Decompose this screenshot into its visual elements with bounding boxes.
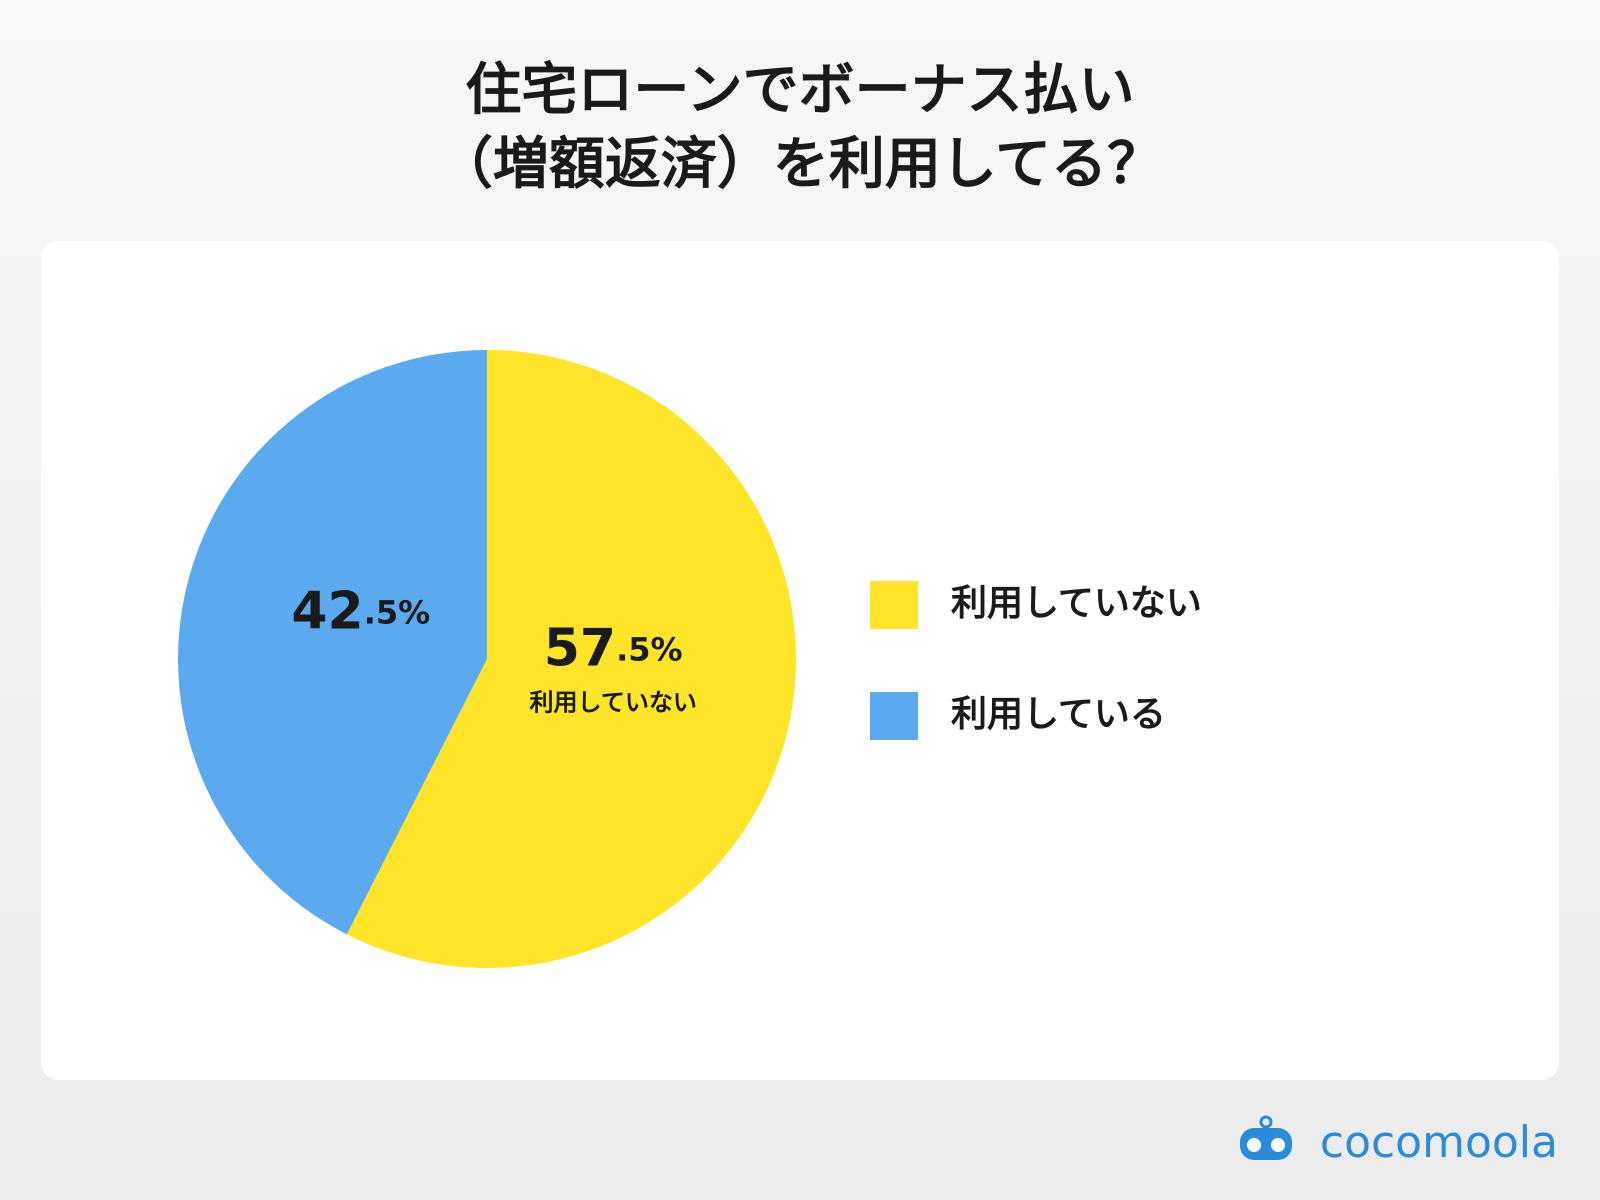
value-label-part: .5% xyxy=(364,594,430,632)
legend-label: 利用していない xyxy=(951,583,1202,624)
legend-swatch xyxy=(870,581,918,629)
logo-icon xyxy=(1240,1128,1292,1160)
logo-text: cocomoola xyxy=(1320,1117,1558,1168)
logo-icon xyxy=(1271,1138,1285,1152)
pie-slice xyxy=(346,350,796,968)
value-label: 42.5% xyxy=(291,582,430,642)
logo-icon xyxy=(1259,1115,1273,1129)
value-label: 57.5% xyxy=(544,618,683,678)
legend-swatch xyxy=(870,692,918,740)
logo: cocomoola xyxy=(1240,1115,1558,1168)
slice-label: 利用していない xyxy=(530,688,697,716)
value-label-part: 57 xyxy=(544,618,616,678)
legend-label: 利用している xyxy=(951,694,1166,735)
logo-icon xyxy=(1247,1138,1261,1152)
value-label-part: 42 xyxy=(291,582,363,642)
value-label-part: .5% xyxy=(616,630,682,668)
pie-slice xyxy=(177,350,487,935)
chart-title: 住宅ローンでボーナス払い xyxy=(465,58,1134,123)
chart-title: （増額返済）を利用してる？ xyxy=(437,132,1163,197)
